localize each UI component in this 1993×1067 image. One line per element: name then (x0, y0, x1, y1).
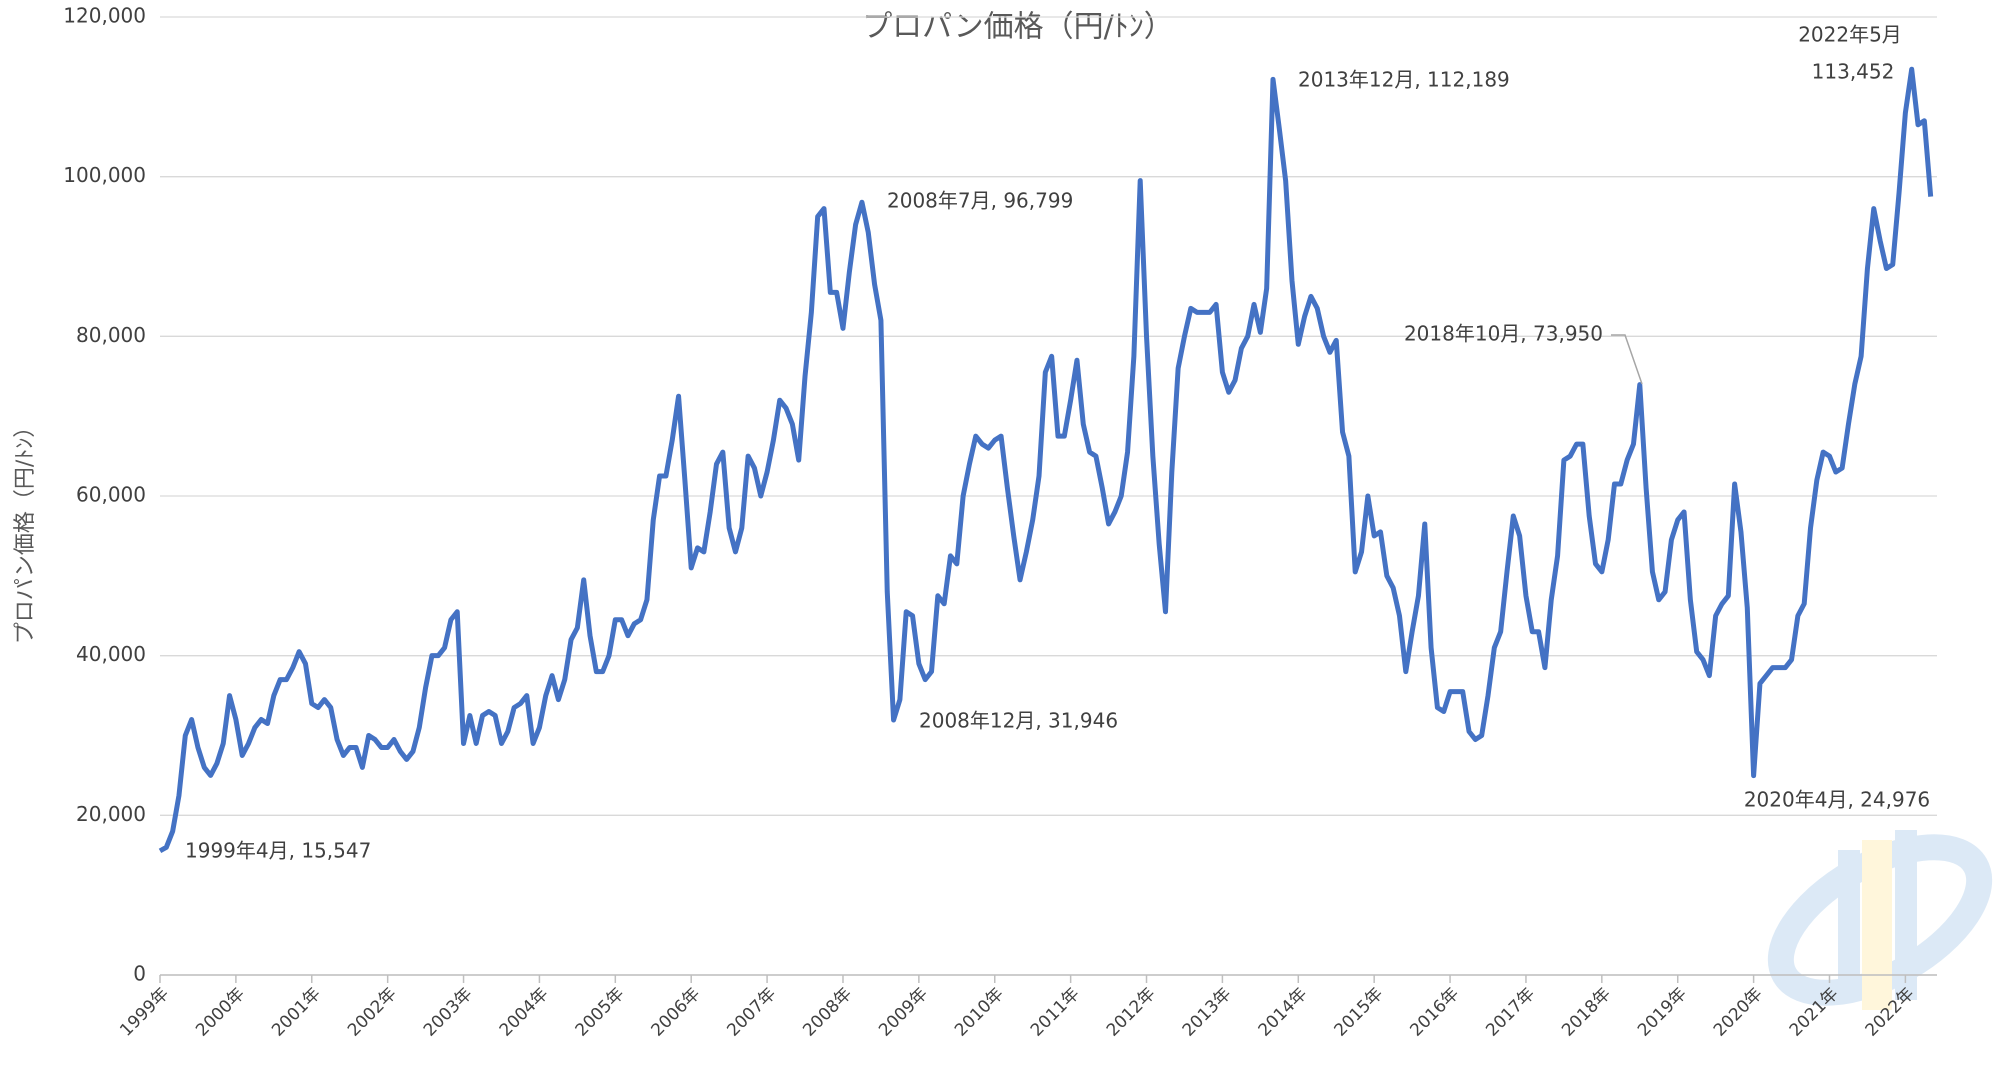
y-tick-label: 40,000 (76, 642, 146, 666)
annotation: 1999年4月, 15,547 (185, 839, 371, 863)
x-tick-label: 2013年 (1179, 984, 1236, 1041)
x-tick-label: 2010年 (951, 984, 1008, 1041)
data-line (158, 66, 1934, 854)
x-tick-label: 2004年 (496, 984, 553, 1041)
y-axis-label: プロパン価格（円/ﾄﾝ） (13, 416, 38, 645)
watermark (1767, 830, 1993, 1010)
x-tick-label: 2019年 (1634, 984, 1691, 1041)
x-tick-label: 2000年 (192, 984, 249, 1041)
x-tick-label: 2001年 (268, 984, 325, 1041)
y-tick-label: 0 (133, 962, 146, 986)
x-tick-label: 2017年 (1482, 984, 1539, 1041)
x-tick-label: 2002年 (344, 984, 401, 1041)
y-tick-label: 120,000 (63, 4, 146, 28)
x-tick-label: 1999年 (116, 984, 173, 1041)
annotation: 2020年4月, 24,976 (1744, 788, 1930, 812)
annotation: 2022年5月 (1798, 23, 1902, 47)
chart-title: プロパン価格（円/ﾄﾝ） (862, 10, 1174, 45)
x-tick-label: 2008年 (799, 984, 856, 1041)
x-tick-label: 2005年 (572, 984, 629, 1041)
x-tick-label: 2007年 (723, 984, 780, 1041)
x-tick-label: 2020年 (1710, 984, 1767, 1041)
x-tick-label: 2006年 (648, 984, 705, 1041)
x-tick-label: 2014年 (1255, 984, 1312, 1041)
leader-line (1611, 334, 1643, 385)
annotation: 113,452 (1812, 60, 1895, 84)
y-tick-label: 60,000 (76, 483, 146, 507)
x-tick-label: 2018年 (1558, 984, 1615, 1041)
x-tick-label: 2011年 (1027, 984, 1084, 1041)
annotation: 2013年12月, 112,189 (1298, 68, 1510, 92)
x-tick-label: 2016年 (1406, 984, 1463, 1041)
x-tick-label: 2012年 (1103, 984, 1160, 1041)
y-tick-label: 20,000 (76, 802, 146, 826)
y-tick-label: 80,000 (76, 323, 146, 347)
annotation: 2018年10月, 73,950 (1404, 322, 1603, 346)
x-tick-label: 2003年 (420, 984, 477, 1041)
annotation: 2008年12月, 31,946 (919, 709, 1118, 733)
x-tick-label: 2009年 (875, 984, 932, 1041)
annotation: 2008年7月, 96,799 (887, 189, 1073, 213)
y-tick-label: 100,000 (63, 163, 146, 187)
x-tick-label: 2015年 (1330, 984, 1387, 1041)
